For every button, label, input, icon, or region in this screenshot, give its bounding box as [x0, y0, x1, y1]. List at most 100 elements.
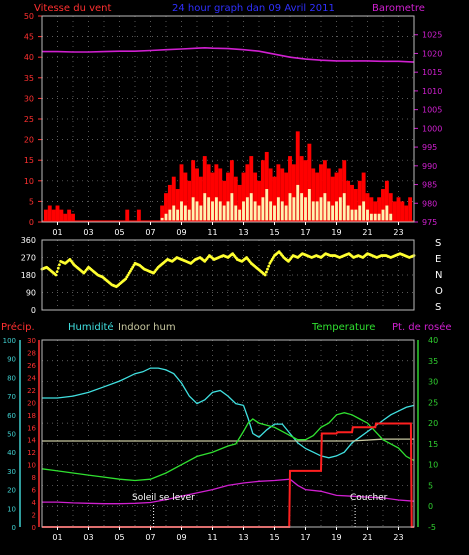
direction-ytick-label: 0: [31, 306, 36, 315]
wind-average-bar: [288, 193, 292, 222]
wind-gust-bar: [299, 156, 304, 222]
direction-point: [56, 266, 60, 270]
wind-speed-axis-title: Vitesse du vent: [34, 3, 111, 14]
wind-gust-bar: [384, 180, 389, 222]
wind-xtick-label: 21: [362, 228, 372, 237]
wind-xtick-label: 15: [269, 228, 279, 237]
wind-gust-bar: [346, 180, 351, 222]
wind-gust-bar: [388, 193, 393, 222]
wind-gust-bar: [257, 180, 261, 222]
wind-gust-bar: [396, 197, 401, 222]
wind-gust-bar: [319, 164, 323, 222]
wind-average-bar: [245, 197, 249, 222]
wind-average-bar: [276, 197, 280, 222]
wind-gust-bar: [206, 164, 211, 222]
wind-gust-bar: [125, 209, 130, 222]
wind-ytick-label: 0: [29, 218, 34, 227]
wind-average-bar: [307, 189, 311, 222]
temperature-ytick-label: 25: [428, 398, 438, 407]
wind-average-bar: [304, 197, 307, 222]
direction-point: [54, 273, 58, 277]
wind-xtick-label: 23: [393, 228, 403, 237]
wind-gust-bar: [400, 201, 405, 222]
wind-gust-bar: [160, 205, 165, 222]
wind-gust-bar: [284, 172, 289, 222]
wind-gust-bar: [191, 160, 196, 222]
wind-gust-bar: [377, 197, 382, 222]
wind-direction-panel: 0 90 180 270 360: [21, 236, 416, 315]
climate-xtick-label: 21: [362, 533, 372, 542]
climate-xtick-label: 07: [145, 533, 155, 542]
humidity-ytick-label: 20: [7, 487, 16, 495]
wind-average-bar: [191, 197, 195, 222]
wind-gust-bar: [322, 160, 327, 222]
chart-title: 24 hour graph dan 09 Avril 2011: [172, 3, 335, 14]
baro-ytick-label: 980: [422, 199, 437, 208]
precip-ytick-label: 30: [27, 337, 36, 345]
direction-letter-e: E: [435, 254, 441, 265]
humidity-ytick-label: 0: [12, 524, 16, 532]
wind-average-bar: [373, 213, 377, 222]
baro-ytick-label: 1015: [422, 68, 442, 77]
wind-xtick-label: 05: [114, 228, 124, 237]
wind-ytick-label: 35: [24, 74, 34, 83]
direction-point: [266, 267, 269, 271]
temperature-axis-title: Temperature: [311, 322, 375, 333]
temperature-ytick-label: 15: [428, 440, 438, 449]
wind-average-bar: [385, 205, 389, 222]
climate-xtick-label: 23: [393, 533, 403, 542]
direction-ytick-label: 360: [21, 236, 36, 245]
temperature-ytick-label: 5: [428, 481, 433, 490]
wind-average-bar: [369, 213, 373, 222]
baro-ytick-label: 990: [422, 162, 437, 171]
wind-gust-bar: [353, 189, 358, 222]
wind-gust-bar: [245, 164, 250, 222]
temperature-ytick-label: 40: [428, 336, 438, 345]
climate-xtick-label: 09: [176, 533, 186, 542]
wind-gust-bar: [295, 131, 300, 222]
direction-point: [267, 264, 271, 268]
wind-gust-bar: [276, 164, 281, 222]
climate-xtick-label: 15: [269, 533, 279, 542]
wind-gust-bar: [179, 164, 184, 222]
wind-gust-bar: [260, 160, 265, 222]
precip-ytick-label: 18: [27, 412, 36, 420]
wind-average-bar: [226, 201, 230, 222]
direction-point: [263, 273, 267, 277]
wind-gust-bar: [342, 160, 347, 222]
wind-gust-bar: [334, 172, 339, 222]
wind-average-bar: [358, 205, 362, 222]
precip-ytick-label: 0: [32, 524, 36, 532]
temperature-ytick-label: 35: [428, 357, 438, 366]
wind-gust-bar: [202, 156, 207, 222]
wind-gust-bar: [307, 143, 312, 222]
wind-gust-bar: [264, 151, 269, 222]
wind-average-bar: [195, 201, 199, 222]
wind-average-bar: [280, 201, 284, 222]
climate-xtick-label: 11: [207, 533, 217, 542]
wind-average-bar: [238, 209, 242, 222]
wind-average-bar: [381, 209, 385, 222]
wind-average-bar: [249, 193, 253, 222]
wind-xtick-label: 19: [331, 228, 341, 237]
baro-ytick-label: 1010: [422, 87, 442, 96]
wind-average-bar: [327, 201, 331, 222]
wind-gust-bar: [361, 172, 366, 222]
temperature-ytick-label: 0: [428, 502, 433, 511]
precip-ytick-label: 12: [27, 449, 36, 457]
precip-axis-title: Précip.: [1, 321, 35, 333]
wind-average-bar: [342, 193, 346, 222]
wind-average-bar: [311, 201, 315, 222]
direction-compass-letters: S E N O S: [435, 238, 443, 313]
wind-ytick-label: 5: [29, 197, 34, 206]
wind-average-bar: [168, 209, 172, 222]
wind-average-bar: [207, 197, 211, 222]
baro-ytick-label: 975: [422, 218, 437, 227]
wind-gust-bar: [357, 180, 362, 222]
humidity-ytick-label: 70: [7, 393, 16, 401]
wind-ytick-label: 40: [24, 53, 34, 62]
wind-average-bar: [172, 205, 176, 222]
wind-gust-bar: [237, 184, 242, 222]
wind-ytick-label: 25: [24, 115, 34, 124]
wind-barometer-panel: 0510152025303540455097598098599099510001…: [24, 12, 443, 237]
